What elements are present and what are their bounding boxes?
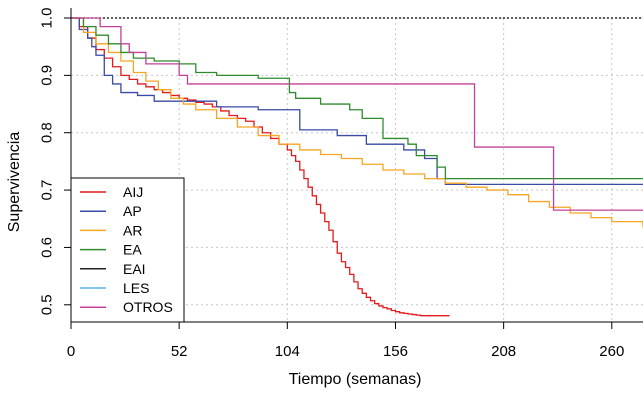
legend-label-les: LES — [123, 280, 149, 296]
series-line-ea — [71, 18, 643, 179]
y-tick-label: 1.0 — [39, 8, 56, 29]
x-axis-title: Tiempo (semanas) — [289, 371, 422, 388]
y-tick-label: 0.6 — [39, 237, 56, 258]
legend-label-ap: AP — [123, 203, 142, 219]
y-tick-label: 0.5 — [39, 294, 56, 315]
legend-label-eai: EAI — [123, 261, 146, 277]
legend: AIJ AP AR EA EAI LES OTROS — [71, 178, 184, 322]
series-line-ap — [71, 18, 643, 184]
y-tick-label: 0.8 — [39, 122, 56, 143]
x-tick-label: 156 — [383, 343, 408, 360]
y-tick-label: 0.7 — [39, 180, 56, 201]
x-tick-label: 0 — [67, 343, 75, 360]
x-tick-label: 104 — [275, 343, 300, 360]
x-tick-label: 208 — [491, 343, 516, 360]
legend-label-otros: OTROS — [123, 299, 173, 315]
legend-label-ar: AR — [123, 222, 142, 238]
y-tick-label: 0.9 — [39, 65, 56, 86]
y-axis-title: Supervivencia — [6, 132, 23, 233]
legend-label-ea: EA — [123, 242, 142, 258]
legend-label-aij: AIJ — [123, 184, 143, 200]
x-tick-label: 52 — [171, 343, 188, 360]
x-tick-label: 260 — [599, 343, 624, 360]
